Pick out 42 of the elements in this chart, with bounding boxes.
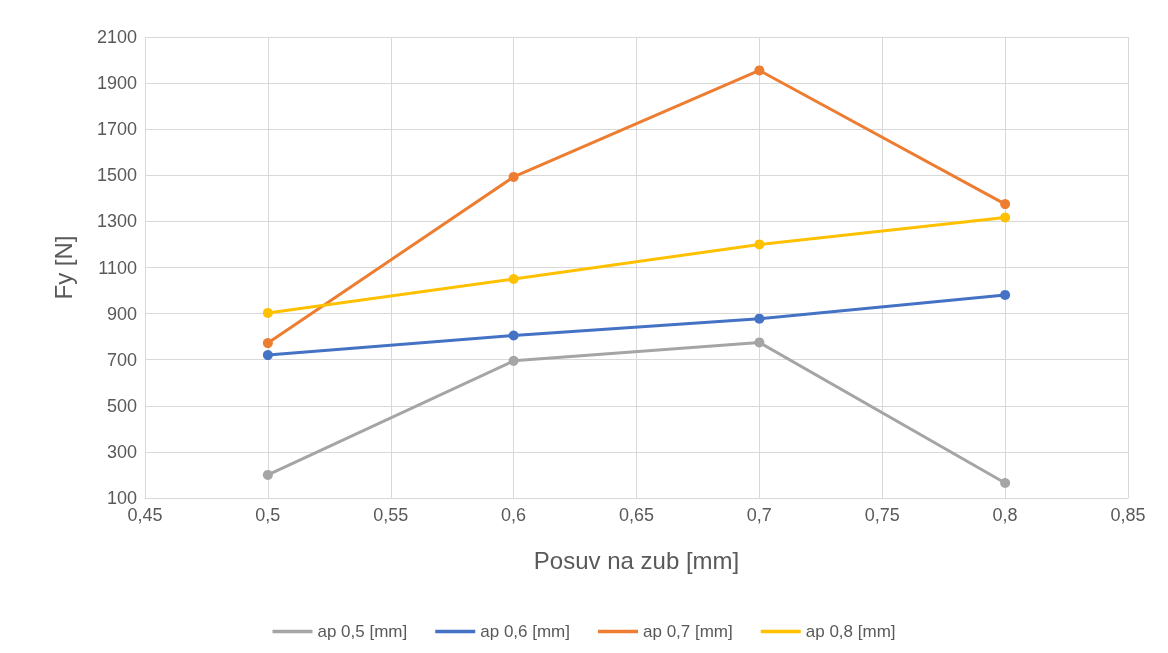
x-tick-label: 0,45 [127, 505, 163, 525]
x-tick-label: 0,65 [618, 505, 655, 525]
point [508, 330, 519, 341]
point [1000, 289, 1011, 300]
y-axis-title: Fy [N] [49, 235, 77, 300]
y-tick-label: 500 [106, 395, 137, 416]
x-tick-label: 0,5 [255, 505, 281, 525]
legend-label: ap 0,8 [mm] [805, 622, 896, 641]
y-tick-label: 700 [106, 349, 137, 370]
legend-label: ap 0,5 [mm] [317, 622, 408, 641]
point [754, 313, 765, 324]
y-tick-label: 100 [106, 488, 137, 508]
x-tick-label: 0,55 [373, 505, 409, 525]
point [508, 274, 519, 285]
y-tick-label: 900 [106, 303, 137, 324]
y-tick-label: 300 [106, 441, 137, 462]
point [262, 469, 273, 480]
y-tick-label: 2100 [96, 27, 137, 47]
point [754, 65, 765, 76]
x-tick-label: 0,8 [992, 505, 1018, 525]
x-axis-title: Posuv na zub [mm] [533, 546, 740, 574]
point [1000, 199, 1011, 210]
y-tick-label: 1300 [96, 211, 137, 232]
point [1000, 212, 1011, 223]
point [262, 307, 273, 318]
y-tick-label: 1100 [98, 257, 137, 278]
y-tick-label: 1500 [96, 165, 137, 186]
y-tick-label: 1900 [96, 73, 137, 94]
point [262, 350, 273, 361]
x-tick-label: 0,85 [1110, 505, 1146, 525]
point [508, 171, 519, 182]
x-tick-label: 0,6 [501, 505, 527, 525]
x-tick-label: 0,7 [746, 505, 772, 525]
y-tick-label: 1700 [96, 119, 137, 140]
point [754, 337, 765, 348]
point [262, 338, 273, 349]
point [754, 239, 765, 250]
point [1000, 478, 1011, 489]
point [508, 355, 519, 366]
legend-label: ap 0,7 [mm] [643, 622, 733, 641]
x-tick-label: 0,75 [864, 505, 900, 525]
legend-label: ap 0,6 [mm] [480, 622, 571, 641]
